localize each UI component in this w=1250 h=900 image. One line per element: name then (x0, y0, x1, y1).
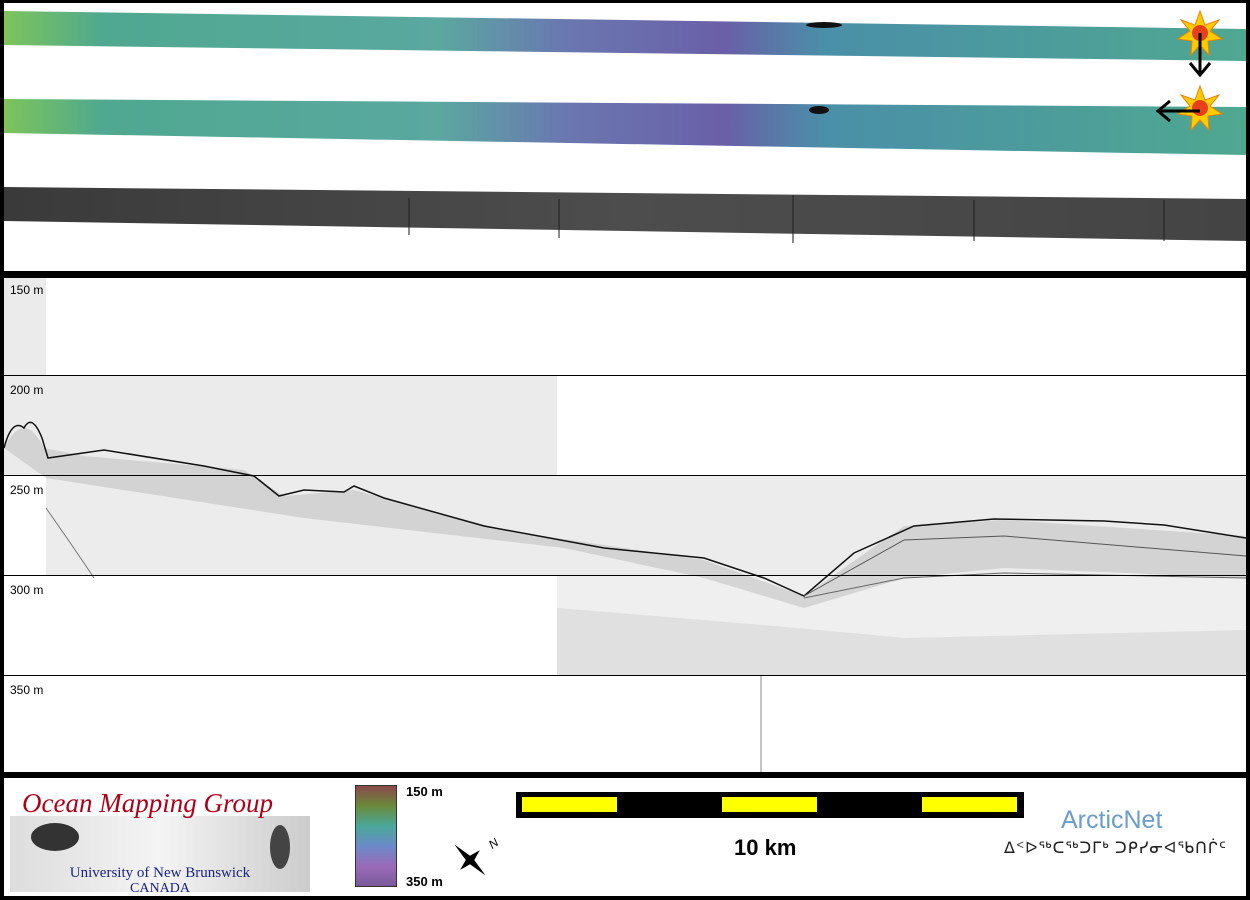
legend-panel: Ocean Mapping Group University of New Br… (4, 778, 1246, 896)
north-label: N (486, 835, 501, 852)
arrow-down-icon (1188, 33, 1212, 78)
depth-label-150: 150 m (10, 283, 44, 297)
colorbar-bottom-label: 350 m (406, 874, 443, 889)
subbottom-profile (4, 278, 1246, 772)
depth-colorbar (355, 785, 397, 887)
swath-strip-2 (4, 99, 1246, 155)
arcticnet-syllabics: ᐃᑉᐅᖅᑕᖅᑐᒥᒃ ᑐᑭᓯᓂᐊᖃᑎᒌᑦ (1004, 840, 1227, 857)
depth-label-250: 250 m (10, 483, 44, 497)
colorbar-top-label: 150 m (406, 784, 443, 799)
logo-country: CANADA (130, 881, 190, 896)
depth-label-300: 300 m (10, 583, 44, 597)
swath-strip-1 (4, 11, 1246, 61)
backscatter-strip (4, 187, 1246, 241)
scale-label: 10 km (734, 835, 797, 860)
logo-university: University of New Brunswick (69, 865, 251, 881)
depth-label-350: 350 m (10, 683, 44, 697)
ocean-mapping-group-logo: Ocean Mapping Group University of New Br… (10, 782, 310, 896)
logo-title: Ocean Mapping Group (22, 788, 273, 818)
subbottom-profile-panel: 150 m 200 m 250 m 300 m 350 m (4, 278, 1246, 772)
north-arrow-icon: N (454, 835, 501, 876)
scale-bar (516, 792, 1024, 818)
swath-map (4, 9, 1246, 243)
arrow-left-icon (1155, 99, 1200, 123)
arcticnet-logo: ArcticNet (1061, 806, 1163, 834)
depth-label-200: 200 m (10, 383, 44, 397)
swath-map-panel (4, 3, 1246, 271)
